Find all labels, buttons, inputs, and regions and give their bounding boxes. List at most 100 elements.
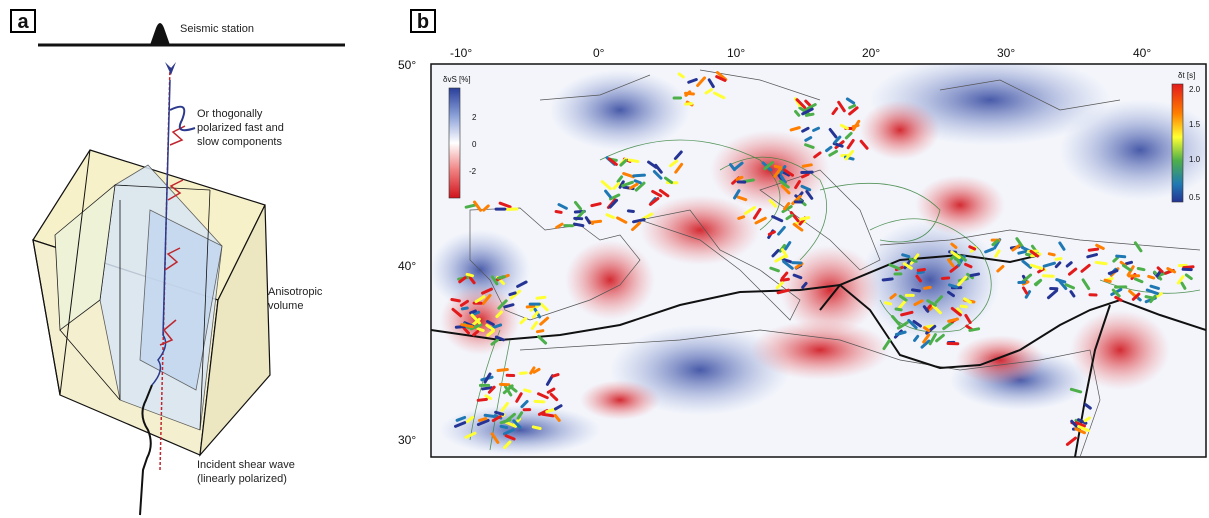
split-bar xyxy=(737,215,746,220)
split-bar xyxy=(1095,243,1105,251)
split-bar xyxy=(935,333,945,343)
incident-wave xyxy=(139,384,153,516)
split-bar xyxy=(584,216,592,225)
components-label: Or thogonally polarized fast and slow co… xyxy=(197,107,284,149)
lon-tick: 0° xyxy=(593,46,605,60)
split-bar xyxy=(837,100,846,113)
split-bar xyxy=(789,126,801,132)
split-bar xyxy=(458,276,467,284)
velocity-colorbar: δvS [%] 2 0 -2 xyxy=(443,75,477,199)
split-bar xyxy=(472,329,480,337)
split-bar xyxy=(1054,261,1062,269)
split-bar xyxy=(771,215,784,223)
split-bar xyxy=(900,310,914,317)
split-bar xyxy=(654,163,663,174)
split-bar xyxy=(846,138,855,150)
velocity-colorbar-tick: 0 xyxy=(472,140,477,149)
split-bar xyxy=(736,195,748,202)
split-bar xyxy=(502,428,515,436)
split-bar xyxy=(958,254,967,262)
splitting-measurements xyxy=(450,71,1195,450)
split-bar xyxy=(485,323,496,332)
split-bar xyxy=(704,88,714,95)
split-bar xyxy=(1024,290,1032,299)
split-bar xyxy=(523,388,532,393)
split-bar xyxy=(767,230,776,236)
split-bar xyxy=(707,78,715,89)
split-bar xyxy=(555,222,564,229)
split-bar xyxy=(486,319,495,327)
split-bar xyxy=(833,135,842,144)
split-bar xyxy=(673,150,683,161)
split-bar xyxy=(926,299,937,307)
split-bar xyxy=(529,366,536,375)
split-bar xyxy=(608,193,621,201)
split-bar xyxy=(469,309,477,315)
split-bar xyxy=(476,327,485,333)
split-bar xyxy=(792,273,803,280)
split-bar xyxy=(963,297,972,304)
split-bar xyxy=(804,103,817,112)
split-bar xyxy=(1145,288,1159,296)
lon-tick: -10° xyxy=(450,46,472,60)
split-bar xyxy=(490,432,500,444)
split-bar xyxy=(1144,295,1156,300)
split-bar xyxy=(572,222,585,228)
split-bar xyxy=(1029,249,1040,258)
split-bar xyxy=(684,90,692,97)
split-bar xyxy=(844,131,853,140)
fast-wave xyxy=(151,79,171,386)
split-bar xyxy=(752,207,762,220)
split-bar xyxy=(957,275,968,287)
split-bar xyxy=(454,325,467,329)
lat-tick: 30° xyxy=(398,433,416,447)
split-bar xyxy=(920,339,931,349)
split-bar xyxy=(553,413,561,422)
split-bar xyxy=(851,123,860,129)
split-bar xyxy=(1084,403,1092,410)
split-bar xyxy=(481,386,494,391)
split-bar xyxy=(1081,278,1091,291)
split-bar xyxy=(881,277,894,282)
split-bar xyxy=(1087,247,1100,252)
lon-tick: 30° xyxy=(997,46,1015,60)
split-bar xyxy=(912,319,922,328)
split-bar xyxy=(545,374,554,386)
split-bar xyxy=(1021,273,1033,283)
split-bar xyxy=(946,290,955,298)
split-bar xyxy=(792,222,804,232)
split-bar xyxy=(465,415,475,424)
split-bar xyxy=(763,160,774,171)
split-bar xyxy=(800,172,810,179)
split-bar xyxy=(1042,261,1056,268)
split-bar xyxy=(964,262,973,269)
split-bar xyxy=(455,415,467,422)
split-bar xyxy=(616,216,628,224)
split-bar xyxy=(1094,260,1108,266)
split-bar xyxy=(996,264,1005,273)
split-bar xyxy=(515,392,523,403)
split-bar xyxy=(684,101,694,106)
split-bar xyxy=(451,307,463,318)
split-bar xyxy=(663,176,674,184)
split-bar xyxy=(913,299,924,307)
split-bar xyxy=(1133,277,1144,284)
split-bar xyxy=(503,440,512,450)
split-bar xyxy=(537,335,548,345)
velocity-colorbar-tick: 2 xyxy=(472,113,477,122)
split-bar xyxy=(539,316,550,326)
split-bar xyxy=(785,213,794,221)
split-bar xyxy=(1021,286,1029,295)
split-bar xyxy=(901,253,911,259)
split-bar xyxy=(481,287,493,295)
split-bar xyxy=(845,97,856,105)
split-bar xyxy=(641,212,654,221)
split-bar xyxy=(532,367,541,374)
split-bar xyxy=(913,334,920,342)
split-bar xyxy=(531,425,542,430)
split-bar xyxy=(813,151,822,159)
split-bar xyxy=(483,413,496,418)
velocity-colorbar-title: δvS [%] xyxy=(443,75,471,84)
lon-tick: 40° xyxy=(1133,46,1151,60)
